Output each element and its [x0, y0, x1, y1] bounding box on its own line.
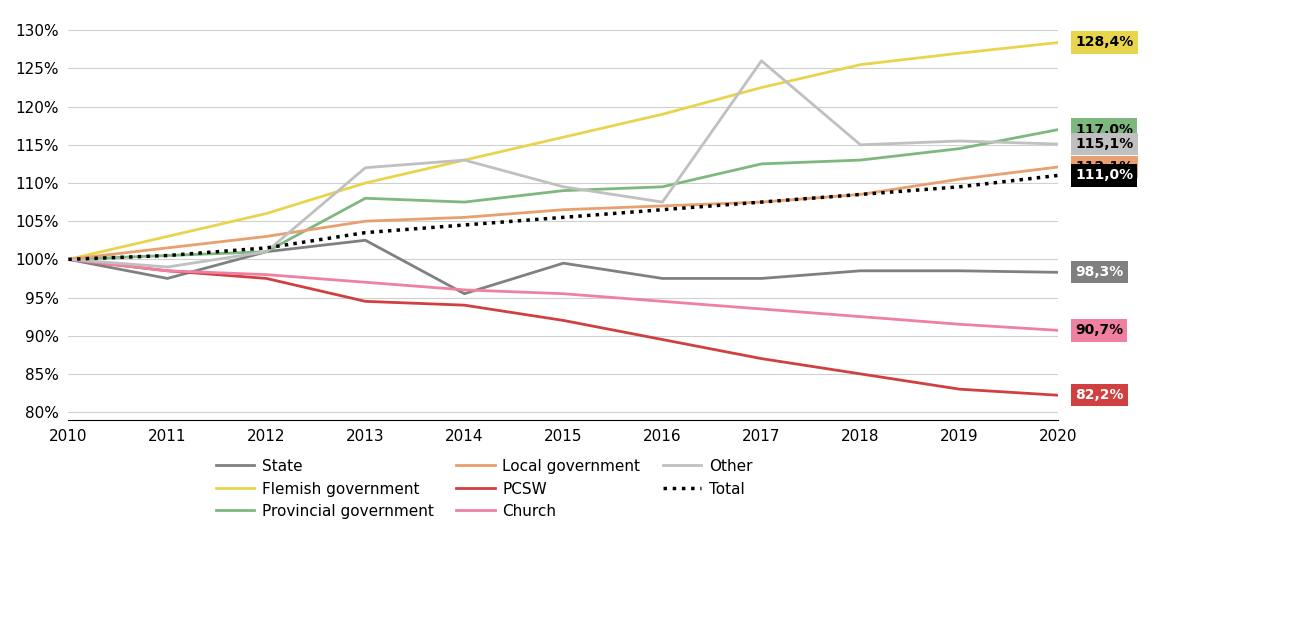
Text: 111,0%: 111,0% [1075, 168, 1133, 182]
Text: 82,2%: 82,2% [1075, 388, 1124, 402]
Text: 115,1%: 115,1% [1075, 137, 1134, 151]
Text: 117,0%: 117,0% [1075, 122, 1133, 137]
Text: 90,7%: 90,7% [1075, 323, 1124, 338]
Text: 98,3%: 98,3% [1075, 265, 1124, 280]
Legend: State, Flemish government, Provincial government, Local government, PCSW, Church: State, Flemish government, Provincial go… [210, 452, 758, 525]
Text: 128,4%: 128,4% [1075, 36, 1134, 49]
Text: 112,1%: 112,1% [1075, 160, 1134, 174]
